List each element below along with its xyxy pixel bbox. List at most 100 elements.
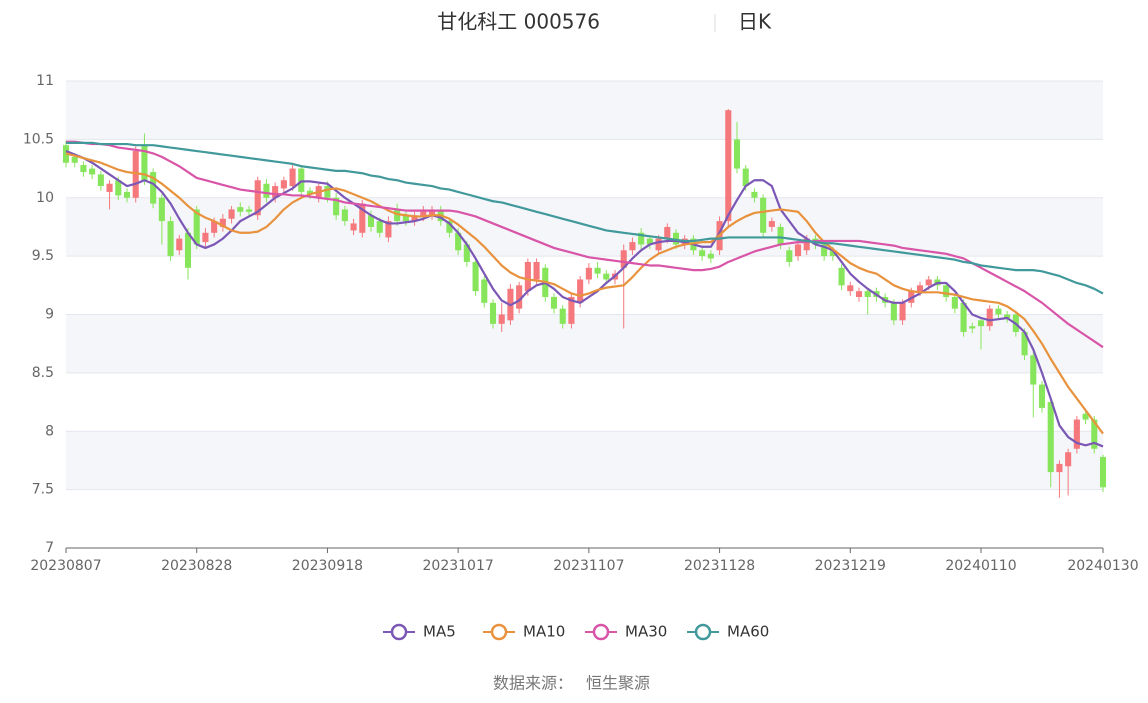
candle-body — [760, 197, 767, 233]
legend-label: MA10 — [523, 623, 565, 641]
candle-body — [855, 291, 863, 297]
x-tick-label: 20240110 — [945, 558, 1016, 574]
y-tick-label: 7.5 — [32, 482, 54, 498]
plot-band — [66, 431, 1103, 490]
candle-body — [428, 209, 436, 216]
source-label: 数据来源： — [493, 674, 573, 693]
candle-body — [1056, 463, 1063, 473]
candle-body — [864, 291, 871, 297]
candle-body — [167, 221, 174, 257]
candle-body — [132, 151, 139, 198]
candle-body — [158, 197, 165, 222]
y-tick-label: 10.5 — [23, 131, 54, 147]
candle-body — [228, 209, 235, 219]
candle-body — [211, 221, 218, 233]
candle-body — [306, 190, 314, 195]
candle-body — [376, 221, 383, 233]
x-tick-label: 20231219 — [815, 558, 886, 574]
candle-body — [245, 209, 253, 212]
candle-body — [71, 156, 78, 163]
candle-body — [969, 326, 976, 329]
candle-body — [951, 296, 958, 309]
candle-body — [838, 267, 845, 286]
candle-body — [733, 139, 741, 169]
plot-band — [66, 314, 1103, 373]
candle-body — [1047, 402, 1054, 473]
candle-body — [80, 165, 87, 173]
candle-body — [341, 209, 348, 222]
candle-body — [516, 285, 523, 309]
legend-item[interactable]: MA60 — [687, 623, 769, 641]
period-label[interactable]: 日K — [738, 10, 772, 34]
candle-body — [638, 232, 645, 245]
legend-label: MA30 — [625, 623, 667, 641]
candle-body — [559, 308, 566, 324]
candle-body — [1065, 452, 1072, 467]
candle-body — [1082, 413, 1089, 420]
x-tick-label: 20231107 — [553, 558, 624, 574]
candle-body — [925, 279, 932, 286]
candle-body — [1004, 314, 1011, 319]
ma-line — [65, 150, 1104, 448]
candle-body — [411, 215, 418, 222]
candle-body — [707, 253, 714, 259]
candle-body — [385, 221, 392, 238]
legend-item[interactable]: MA30 — [585, 623, 667, 641]
candle-body — [150, 172, 157, 204]
candle-body — [263, 183, 270, 198]
candle-body — [664, 226, 671, 239]
y-tick-label: 11 — [36, 73, 54, 89]
candle-body — [141, 145, 148, 181]
candle-body — [176, 238, 183, 251]
candle-body — [768, 221, 775, 227]
candle-body — [943, 285, 950, 297]
candle-body — [742, 168, 749, 187]
legend-item[interactable]: MA5 — [383, 623, 456, 641]
candle-body — [829, 250, 836, 257]
candle-body — [585, 267, 592, 280]
legend-item[interactable]: MA10 — [483, 623, 565, 641]
candle-body — [672, 232, 680, 245]
legend-marker — [390, 623, 408, 641]
x-tick-label: 20240130 — [1067, 558, 1138, 574]
candle-body — [995, 308, 1002, 315]
candle-body — [184, 232, 192, 268]
y-tick-label: 7 — [45, 540, 54, 556]
candle-body — [986, 308, 993, 327]
candle-body — [298, 168, 305, 192]
candle-body — [1030, 355, 1037, 385]
candle-body — [89, 168, 96, 175]
candle-body — [1099, 456, 1107, 488]
candle-body — [629, 242, 636, 251]
candle-body — [1091, 419, 1098, 449]
candle-body — [455, 232, 462, 251]
candle-body — [350, 223, 357, 231]
plot-band — [66, 81, 1103, 140]
candle-body — [202, 232, 209, 243]
candle-body — [620, 250, 627, 268]
candle-body — [402, 215, 409, 222]
candle-body — [916, 285, 924, 292]
candle-body — [803, 238, 810, 251]
candle-body — [489, 302, 497, 324]
candle-body — [324, 186, 331, 198]
candle-body — [725, 110, 732, 222]
candle-body — [463, 244, 470, 262]
source: 恒生聚源 — [586, 674, 650, 693]
candle-body — [394, 209, 401, 222]
y-tick-label: 9.5 — [32, 248, 54, 264]
candle-body — [272, 186, 279, 198]
legend-marker — [694, 623, 712, 641]
candle-body — [106, 183, 113, 192]
candle-body — [237, 207, 244, 212]
candle-body — [1038, 384, 1046, 408]
candle-body — [533, 261, 540, 280]
candle-body — [446, 221, 453, 233]
candle-body — [193, 209, 200, 245]
x-tick-label: 20230807 — [30, 558, 101, 574]
candle-body — [280, 180, 287, 189]
y-tick-label: 8 — [45, 423, 54, 439]
candle-body — [219, 218, 226, 227]
candle-body — [603, 273, 610, 280]
